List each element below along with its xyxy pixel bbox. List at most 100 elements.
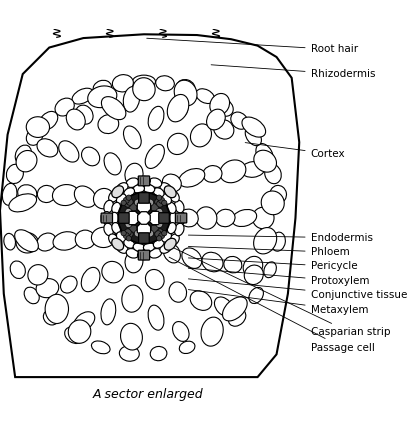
FancyBboxPatch shape — [138, 233, 149, 243]
Ellipse shape — [174, 223, 184, 236]
Ellipse shape — [145, 144, 164, 168]
Ellipse shape — [182, 248, 202, 269]
Ellipse shape — [53, 232, 78, 250]
FancyBboxPatch shape — [138, 193, 149, 203]
Ellipse shape — [16, 150, 37, 172]
Ellipse shape — [153, 188, 164, 197]
Ellipse shape — [160, 183, 172, 193]
Ellipse shape — [133, 185, 144, 193]
Ellipse shape — [6, 164, 23, 184]
Ellipse shape — [196, 207, 217, 229]
Ellipse shape — [254, 228, 277, 254]
Ellipse shape — [169, 212, 178, 224]
Ellipse shape — [252, 207, 274, 229]
Ellipse shape — [119, 346, 139, 361]
Ellipse shape — [179, 209, 198, 227]
Ellipse shape — [160, 243, 172, 253]
Ellipse shape — [174, 80, 197, 106]
Ellipse shape — [68, 320, 91, 343]
Ellipse shape — [173, 321, 189, 341]
Ellipse shape — [26, 117, 50, 137]
Ellipse shape — [206, 328, 222, 342]
Ellipse shape — [164, 238, 176, 250]
Ellipse shape — [214, 119, 234, 139]
Ellipse shape — [256, 143, 273, 165]
Ellipse shape — [37, 139, 58, 157]
Ellipse shape — [122, 285, 143, 312]
Circle shape — [125, 208, 132, 215]
Ellipse shape — [39, 112, 58, 130]
Ellipse shape — [174, 200, 184, 213]
Ellipse shape — [216, 209, 235, 227]
Circle shape — [155, 198, 161, 205]
Ellipse shape — [206, 109, 225, 130]
Circle shape — [121, 231, 126, 236]
Ellipse shape — [179, 169, 205, 187]
Ellipse shape — [24, 287, 39, 304]
Circle shape — [151, 210, 158, 217]
Ellipse shape — [143, 185, 155, 193]
Ellipse shape — [163, 243, 181, 263]
Ellipse shape — [164, 186, 176, 198]
FancyBboxPatch shape — [159, 213, 169, 223]
Circle shape — [129, 225, 137, 233]
Ellipse shape — [15, 230, 38, 252]
Ellipse shape — [101, 97, 126, 119]
Ellipse shape — [201, 317, 223, 346]
Circle shape — [156, 236, 162, 241]
Ellipse shape — [229, 309, 246, 326]
Ellipse shape — [55, 98, 74, 116]
Ellipse shape — [153, 239, 164, 248]
Ellipse shape — [214, 297, 233, 317]
Ellipse shape — [91, 227, 116, 248]
Text: Passage cell: Passage cell — [169, 257, 374, 353]
Text: A sector enlarged: A sector enlarged — [93, 388, 203, 401]
Ellipse shape — [264, 262, 276, 278]
Circle shape — [157, 201, 163, 207]
Circle shape — [156, 221, 163, 228]
Ellipse shape — [125, 250, 143, 273]
Circle shape — [123, 198, 129, 203]
Polygon shape — [137, 200, 151, 213]
Ellipse shape — [138, 251, 151, 260]
Ellipse shape — [65, 327, 84, 344]
Circle shape — [145, 225, 152, 232]
Ellipse shape — [74, 186, 96, 207]
Ellipse shape — [28, 265, 48, 285]
Ellipse shape — [124, 188, 135, 197]
Ellipse shape — [196, 89, 214, 103]
Ellipse shape — [45, 294, 68, 324]
Circle shape — [162, 200, 167, 205]
Ellipse shape — [43, 310, 58, 325]
Text: Pericycle: Pericycle — [188, 258, 357, 272]
Circle shape — [129, 203, 137, 211]
Ellipse shape — [168, 133, 188, 154]
Circle shape — [147, 199, 153, 206]
Ellipse shape — [3, 184, 17, 205]
Circle shape — [136, 225, 143, 232]
Ellipse shape — [15, 145, 31, 164]
Circle shape — [156, 208, 163, 215]
Ellipse shape — [110, 212, 118, 224]
Ellipse shape — [150, 347, 167, 361]
Ellipse shape — [133, 243, 144, 251]
Circle shape — [118, 192, 170, 244]
Ellipse shape — [123, 126, 141, 149]
Ellipse shape — [112, 75, 133, 92]
Polygon shape — [138, 212, 150, 224]
Ellipse shape — [146, 269, 164, 290]
Text: Root hair: Root hair — [147, 38, 358, 54]
Ellipse shape — [74, 312, 95, 331]
Ellipse shape — [244, 265, 263, 285]
Ellipse shape — [75, 105, 93, 124]
Circle shape — [147, 230, 153, 237]
Text: Phloem: Phloem — [188, 246, 349, 257]
Ellipse shape — [133, 75, 156, 88]
Ellipse shape — [169, 234, 179, 245]
Ellipse shape — [93, 188, 114, 209]
Ellipse shape — [190, 291, 212, 310]
Ellipse shape — [133, 78, 155, 101]
Ellipse shape — [102, 211, 111, 225]
Circle shape — [158, 233, 165, 238]
Polygon shape — [137, 223, 151, 236]
